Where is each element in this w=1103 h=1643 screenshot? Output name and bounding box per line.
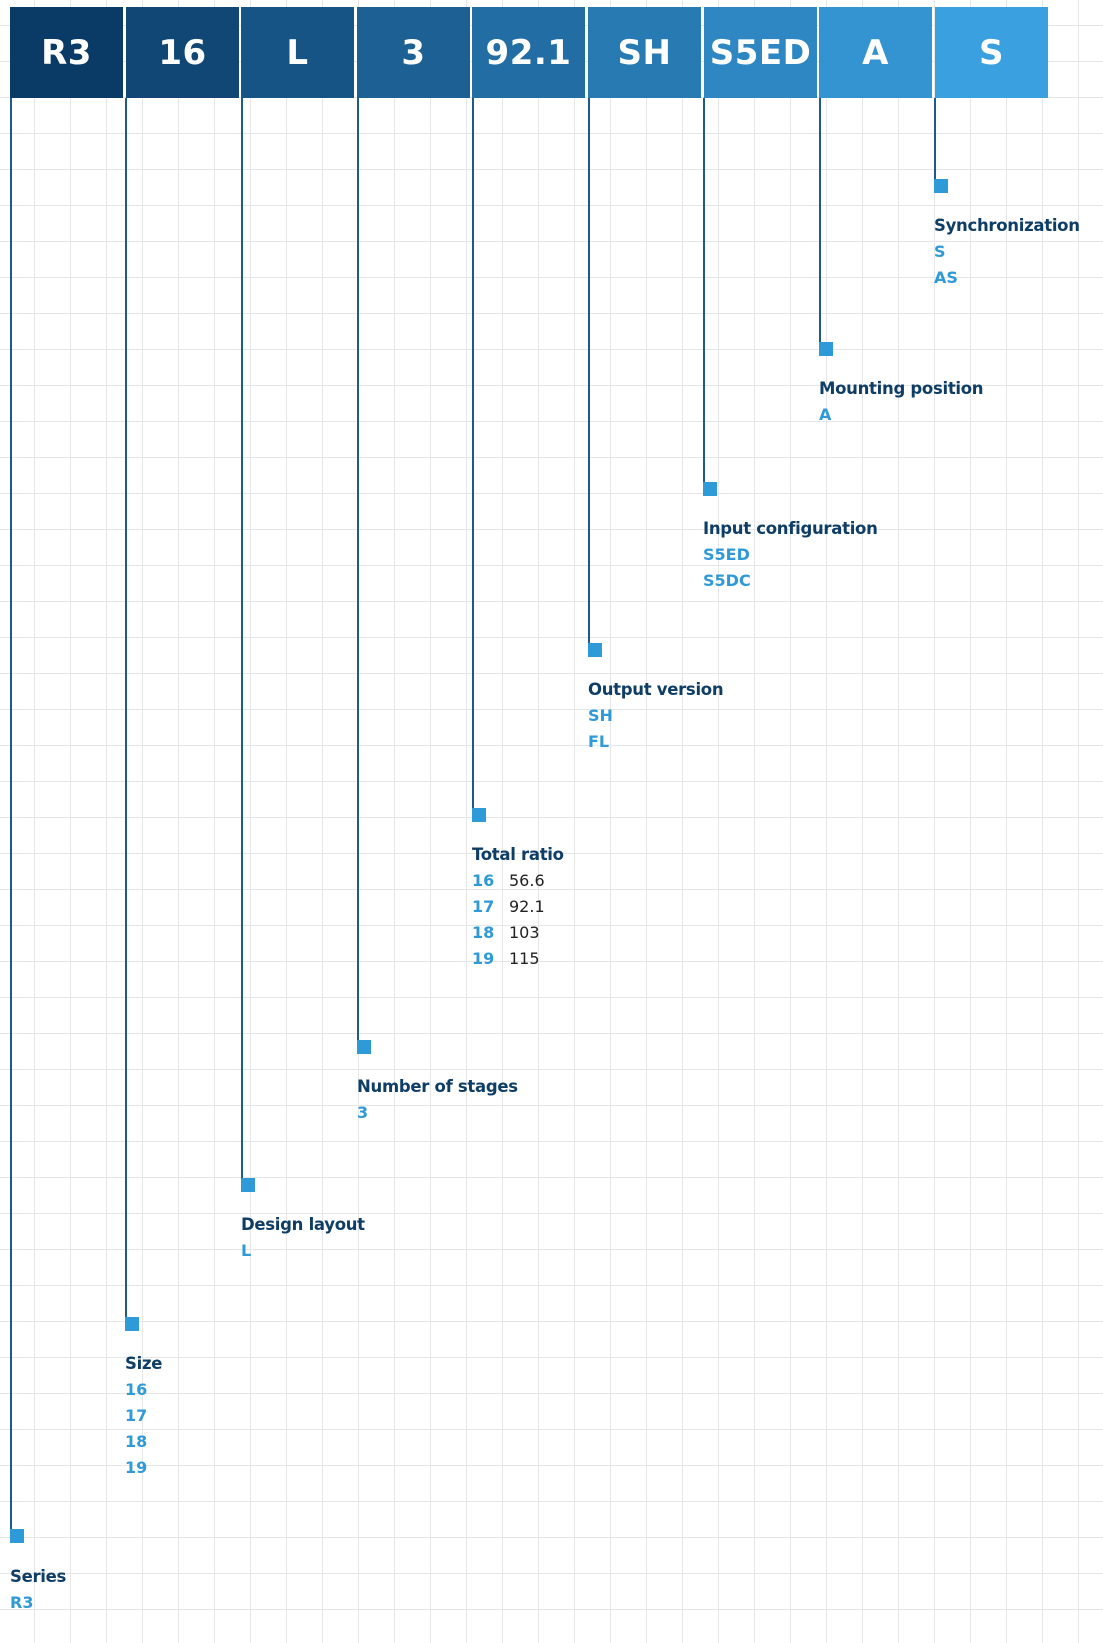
connector-line-series: [10, 98, 12, 1543]
size-option: 19: [125, 1458, 148, 1477]
layout-block: Design layout L: [241, 1212, 365, 1264]
ratio-size-key: 16: [472, 871, 495, 890]
sync-title: Synchronization: [934, 216, 1080, 235]
ratio-size-key: 18: [472, 923, 495, 942]
marker-ratio: [472, 808, 486, 822]
output-option: FL: [588, 732, 610, 751]
code-box-mounting: A: [819, 7, 932, 98]
stages-option: 3: [357, 1103, 369, 1122]
code-box-output: SH: [588, 7, 701, 98]
ratio-value: 56.6: [509, 871, 545, 890]
code-box-input: S5ED: [704, 7, 817, 98]
stages-title: Number of stages: [357, 1077, 518, 1096]
marker-output: [588, 643, 602, 657]
connector-line-input: [703, 98, 705, 496]
size-option: 17: [125, 1406, 148, 1425]
output-title: Output version: [588, 680, 724, 699]
connector-line-stages: [357, 98, 359, 1054]
output-block: Output version SH FL: [588, 677, 724, 755]
ratio-row: 19 115: [472, 946, 564, 972]
connector-line-ratio: [472, 98, 474, 822]
ratio-title: Total ratio: [472, 845, 564, 864]
series-option: R3: [10, 1593, 34, 1612]
ratio-row: 16 56.6: [472, 868, 564, 894]
connector-line-sync: [934, 98, 936, 193]
input-option: S5ED: [703, 545, 750, 564]
connector-line-output: [588, 98, 590, 657]
ratio-row: 17 92.1: [472, 894, 564, 920]
ratio-size-key: 19: [472, 949, 495, 968]
size-option: 18: [125, 1432, 148, 1451]
sync-option: S: [934, 242, 946, 261]
marker-layout: [241, 1178, 255, 1192]
series-block: Series R3: [10, 1564, 66, 1616]
type-code-header: R3 16 L 3 92.1 SH S5ED A S: [0, 0, 1103, 98]
code-box-size: 16: [126, 7, 239, 98]
stages-block: Number of stages 3: [357, 1074, 518, 1126]
marker-stages: [357, 1040, 371, 1054]
code-box-stages: 3: [357, 7, 470, 98]
connector-line-mounting: [819, 98, 821, 356]
output-option: SH: [588, 706, 613, 725]
ratio-value: 92.1: [509, 897, 545, 916]
ratio-row: 18 103: [472, 920, 564, 946]
mounting-option: A: [819, 405, 832, 424]
size-block: Size 16 17 18 19: [125, 1351, 162, 1481]
input-block: Input configuration S5ED S5DC: [703, 516, 878, 594]
input-option: S5DC: [703, 571, 751, 590]
mounting-title: Mounting position: [819, 379, 984, 398]
marker-series: [10, 1529, 24, 1543]
ratio-value: 103: [509, 923, 540, 942]
size-title: Size: [125, 1354, 163, 1373]
code-box-sync: S: [935, 7, 1048, 98]
marker-size: [125, 1317, 139, 1331]
marker-input: [703, 482, 717, 496]
series-title: Series: [10, 1567, 67, 1586]
size-option: 16: [125, 1380, 148, 1399]
connector-line-layout: [241, 98, 243, 1192]
layout-title: Design layout: [241, 1215, 365, 1234]
code-box-ratio: 92.1: [472, 7, 585, 98]
layout-option: L: [241, 1241, 252, 1260]
ratio-size-key: 17: [472, 897, 495, 916]
sync-block: Synchronization S AS: [934, 213, 1080, 291]
connector-line-size: [125, 98, 127, 1331]
marker-sync: [934, 179, 948, 193]
input-title: Input configuration: [703, 519, 878, 538]
code-box-series: R3: [10, 7, 123, 98]
sync-option: AS: [934, 268, 958, 287]
mounting-block: Mounting position A: [819, 376, 984, 428]
ratio-value: 115: [509, 949, 540, 968]
marker-mounting: [819, 342, 833, 356]
ratio-block: Total ratio 16 56.6 17 92.1 18 103 19 11…: [472, 842, 564, 972]
code-box-layout: L: [241, 7, 354, 98]
